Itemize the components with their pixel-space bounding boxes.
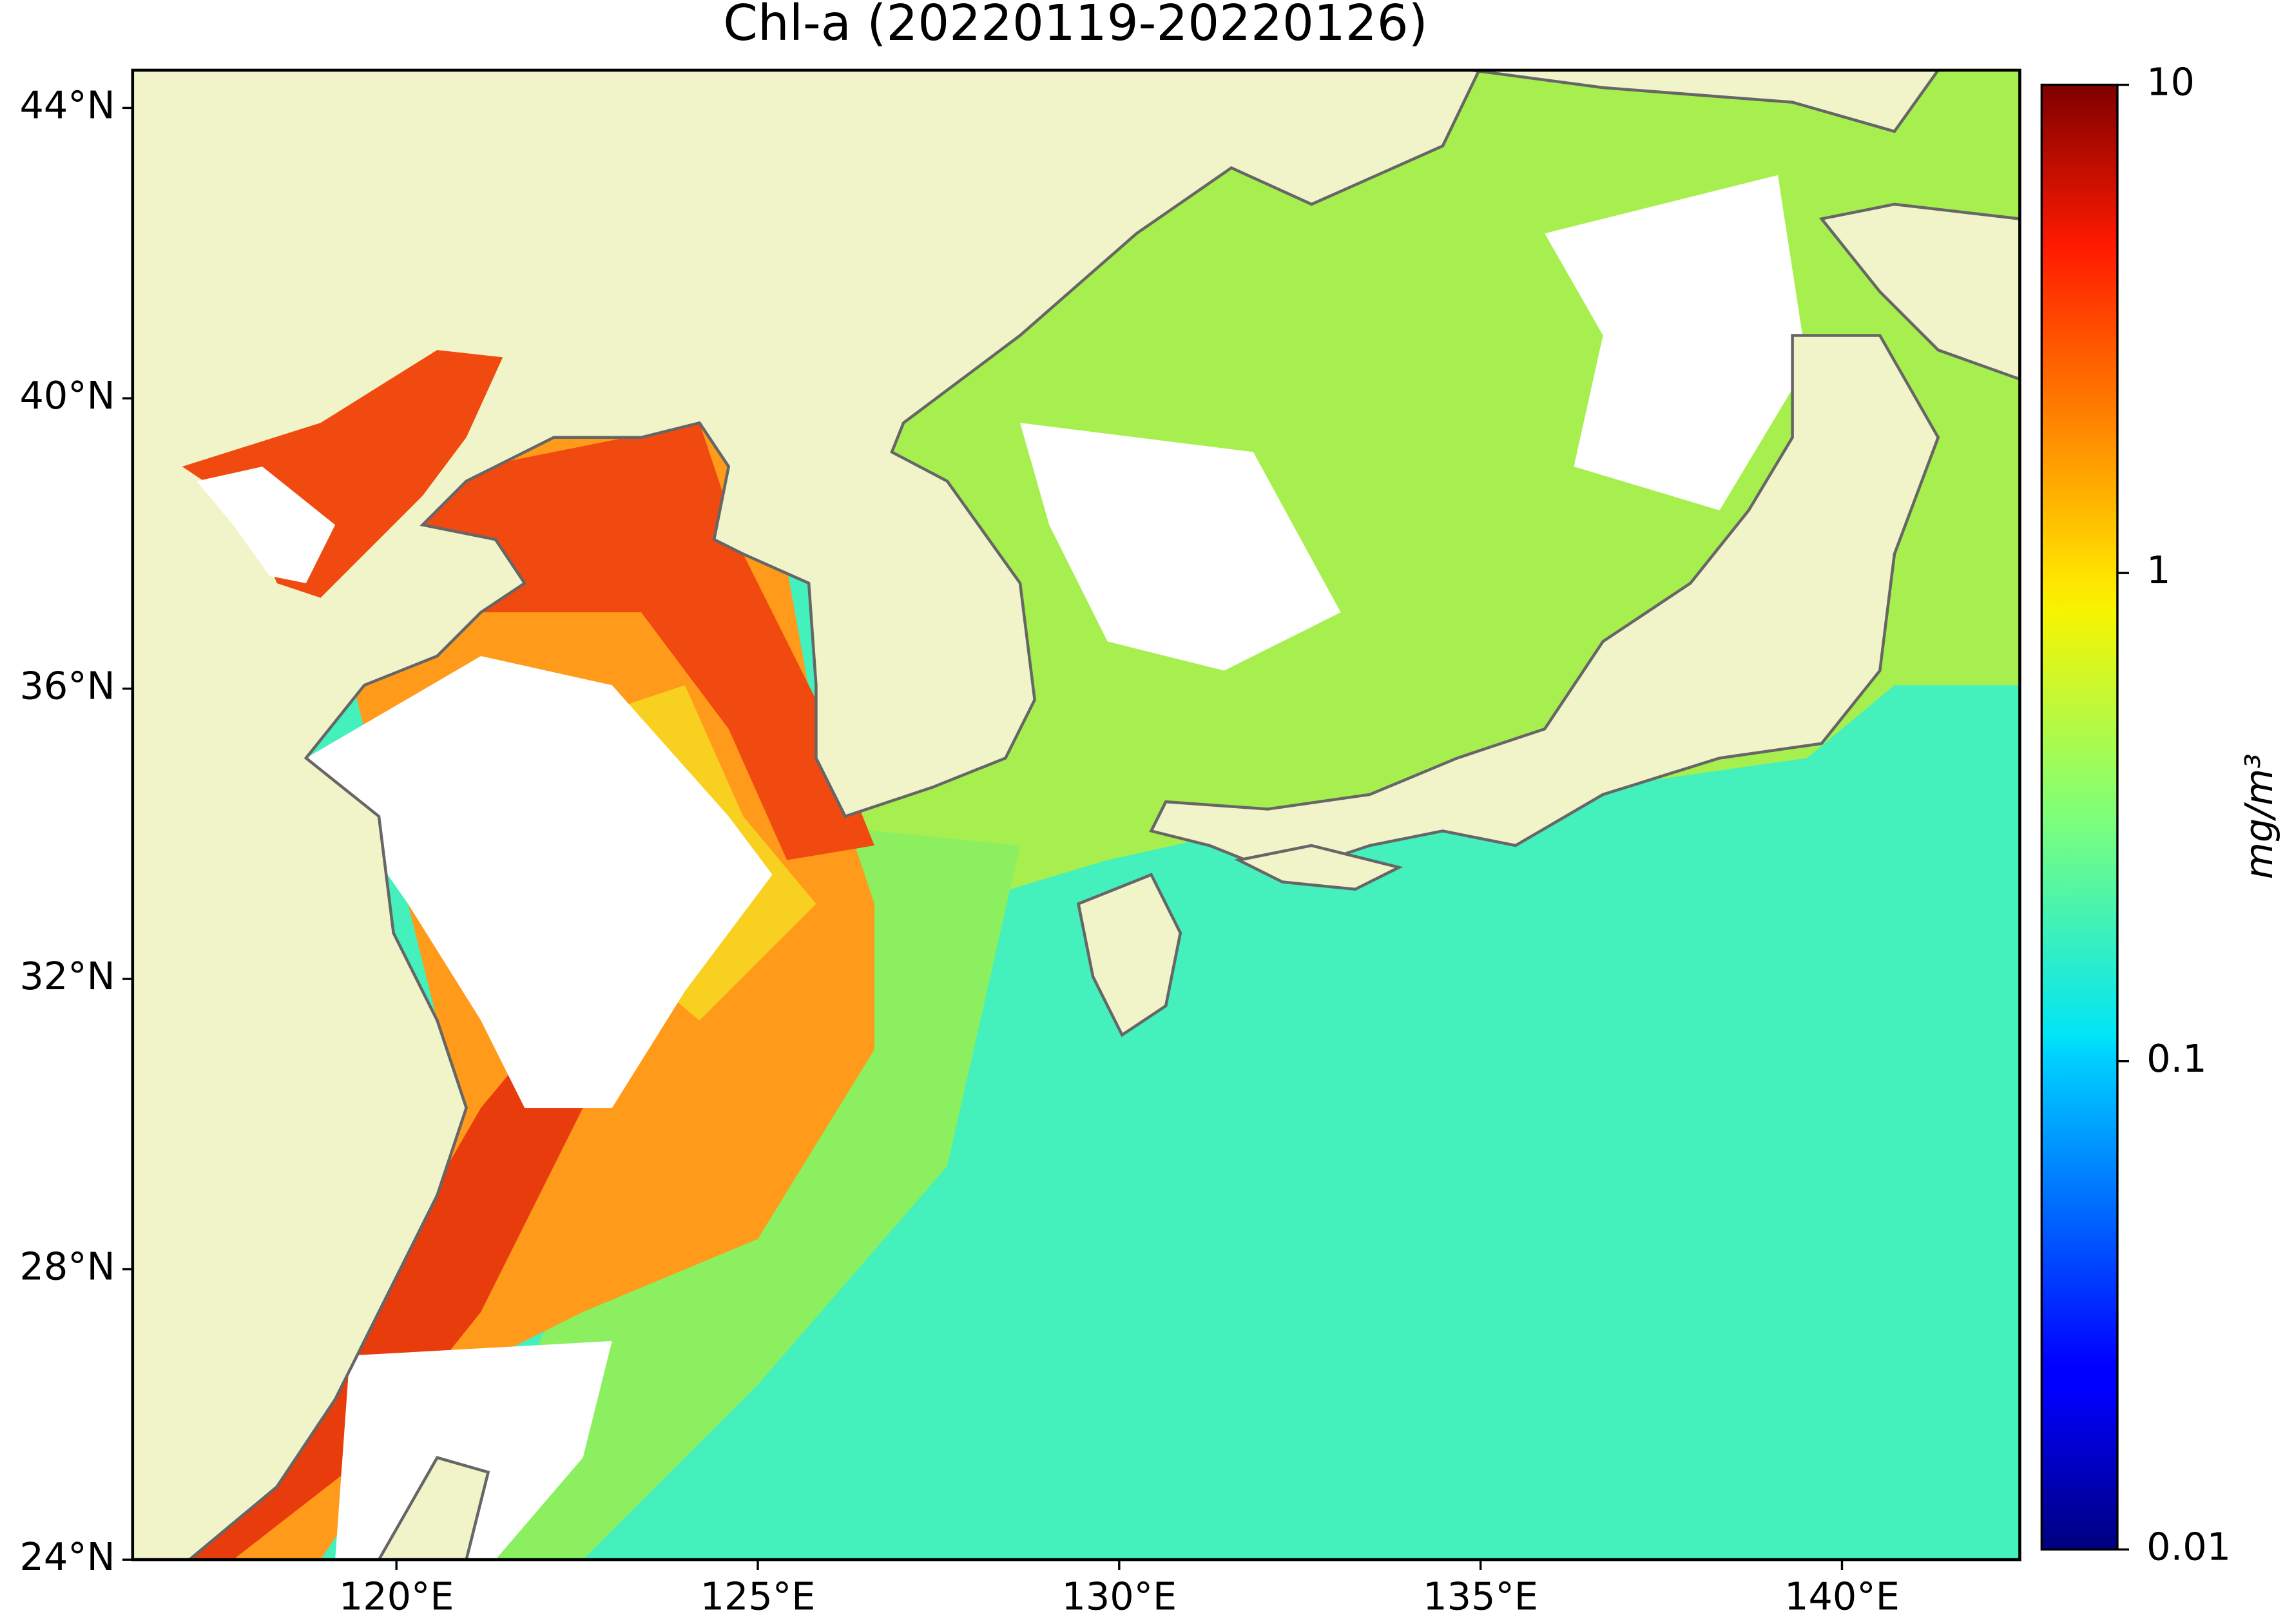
x-tick-label: 140°E [1784, 1574, 1900, 1618]
land-north [1471, 70, 1940, 133]
y-tick-label: 32°N [19, 954, 115, 998]
y-tick-label: 44°N [19, 83, 115, 128]
coastal-bloom [408, 423, 874, 860]
land-asia [132, 70, 1481, 1560]
colorbar-tick-label: 0.1 [2146, 1036, 2206, 1081]
cloud-mask [305, 656, 773, 1108]
y-tick-label: 24°N [19, 1534, 115, 1579]
y-tick-label: 28°N [19, 1244, 115, 1289]
land-shikoku [1234, 844, 1403, 891]
map-title: Chl-a (20220119-20220126) [723, 0, 1427, 52]
x-tick-label: 125°E [700, 1574, 816, 1618]
x-tick-label: 135°E [1423, 1574, 1538, 1618]
cloud-mask [1545, 175, 1808, 510]
colorbar [2040, 83, 2119, 1551]
x-tick-label: 120°E [339, 1574, 454, 1618]
land-kyushu [1076, 873, 1182, 1038]
map-area [132, 70, 2020, 1560]
y-tick-label: 40°N [19, 373, 115, 418]
x-tick-label: 130°E [1061, 1574, 1177, 1618]
colorbar-tick-label: 0.01 [2146, 1524, 2231, 1569]
colorbar-tick-label: 1 [2146, 548, 2170, 592]
cloud-mask [335, 1340, 612, 1560]
cloud-mask [197, 467, 336, 583]
land-taiwan [377, 1456, 490, 1560]
colorbar-tick-label: 10 [2146, 60, 2195, 104]
land-hokkaido [1818, 202, 2020, 381]
cloud-mask [1020, 423, 1341, 671]
y-tick-label: 36°N [19, 664, 115, 708]
colorbar-label: mg/m³ [2237, 753, 2281, 879]
map-frame [131, 68, 2021, 1561]
